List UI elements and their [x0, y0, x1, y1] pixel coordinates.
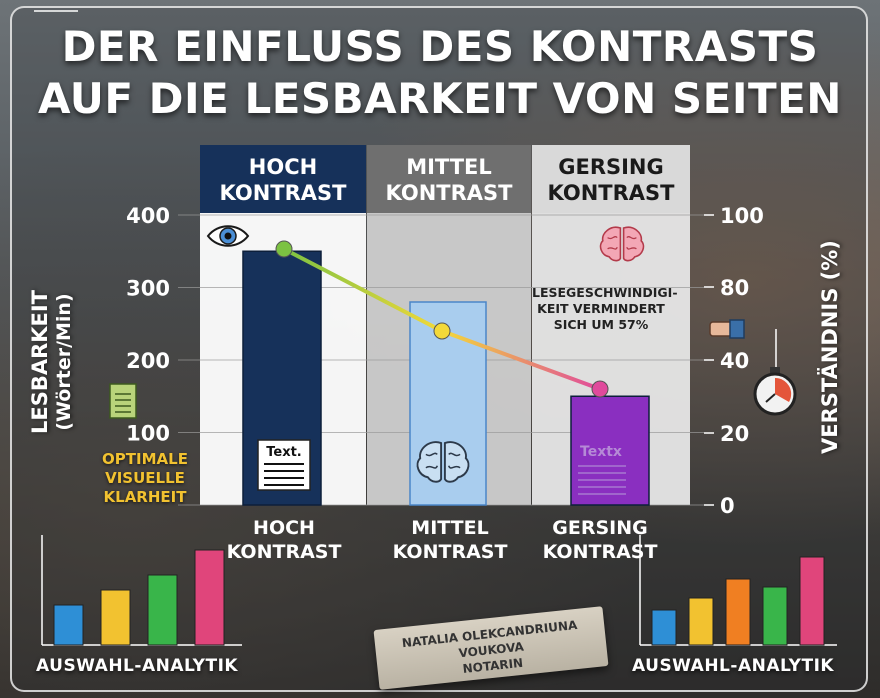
optimal-note-line3: KLARHEIT [103, 488, 187, 506]
mini-bar [147, 574, 178, 646]
line-point [591, 380, 609, 398]
x-label-line1: HOCH [253, 517, 315, 539]
axis-ticks: 100 200 300 400 0 20 40 80 100 [126, 204, 764, 518]
x-label-line1: GERSING [552, 517, 647, 539]
y-left-tick: 400 [126, 204, 170, 228]
annotation-line1: LESEGESCHWINDIGI- [532, 285, 678, 300]
y-axis-right-title: VERSTÄNDNIS (%) [818, 240, 842, 454]
mini-bar [100, 589, 131, 646]
reduction-annotation: LESEGESCHWINDIGI- KEIT VERMINDERT SICH U… [532, 285, 678, 333]
document-icon [109, 383, 137, 419]
comprehension-line [275, 240, 609, 398]
analytics-minicharts [41, 535, 837, 646]
y-left-tick: 100 [126, 422, 170, 446]
column-header-bg [532, 145, 690, 213]
analytics-label-left: AUSWAHL-ANALYTIK [36, 656, 239, 676]
mini-bar [53, 604, 84, 646]
mini-bar [799, 556, 825, 646]
brain-right [622, 226, 645, 262]
mini-bar [651, 609, 677, 646]
faded-text-label: Textx [580, 444, 622, 460]
page-title-line1: DER EINFLUSS DES KONTRASTS [61, 22, 819, 71]
line-point [275, 240, 293, 258]
y-right-tick: 0 [720, 494, 735, 518]
x-label-line1: MITTEL [411, 517, 488, 539]
mini-bar [688, 597, 714, 646]
eye-pupil [224, 232, 232, 240]
annotation-line2: KEIT VERMINDERT [537, 301, 665, 316]
icons [34, 10, 797, 419]
eye-icon [206, 225, 250, 247]
column-header-line2: KONTRAST [220, 181, 348, 205]
y-left-tick: 200 [126, 349, 170, 373]
brain-left [416, 441, 443, 483]
optimal-note-line1: OPTIMALE [102, 450, 188, 468]
stopwatch-button [770, 367, 780, 373]
bar-decorations: Text. Textx [257, 439, 626, 495]
column-header-line1: GERSING [558, 155, 664, 179]
optimal-clarity-note: OPTIMALE VISUELLE KLARHEIT [86, 450, 204, 507]
brain-icon [416, 441, 470, 483]
pointing-hand-icon [709, 319, 745, 339]
y-axis-left-title-line1: LESBARKEIT [28, 289, 52, 435]
stopwatch-hand [765, 393, 776, 403]
brain-folds [607, 236, 637, 250]
hand-palm [709, 321, 733, 337]
column-header-line2: KONTRAST [386, 181, 514, 205]
stopwatch-segment [775, 377, 792, 402]
analytics-label-right: AUSWAHL-ANALYTIK [632, 656, 835, 676]
y-axis-left-title: LESBARKEIT (Wörter/Min) [28, 262, 76, 462]
analytics-minichart-left [41, 535, 242, 646]
brain-right [443, 441, 470, 483]
document-sheet [109, 383, 137, 419]
column-header-bg [367, 145, 531, 213]
mini-bar [762, 586, 788, 646]
y-axis-left-title-line2: (Wörter/Min) [53, 293, 75, 431]
column-header-line2: KONTRAST [548, 181, 676, 205]
line-point [433, 322, 451, 340]
y-left-tick: 300 [126, 277, 170, 301]
column-header-line1: HOCH [249, 155, 317, 179]
optimal-note-line2: VISUELLE [105, 469, 185, 487]
y-right-tick: 100 [720, 204, 764, 228]
stopwatch-icon [753, 367, 797, 416]
brain-folds [425, 452, 461, 469]
brain-icon-pink [599, 226, 645, 262]
brain-left [599, 226, 622, 262]
y-right-tick: 40 [720, 349, 749, 373]
x-axis-labels: HOCHKONTRASTMITTELKONTRASTGERSINGKONTRAS… [227, 517, 658, 563]
x-label-line2: KONTRAST [393, 541, 508, 563]
y-right-tick: 80 [720, 276, 749, 300]
y-right-tick: 20 [720, 422, 749, 446]
mini-bar [194, 549, 225, 646]
page-title-line2: AUF DIE LESBARKEIT VON SEITEN [38, 74, 842, 123]
column-header-line1: MITTEL [406, 155, 492, 179]
column-header-bg [200, 145, 366, 213]
analytics-minichart-right [639, 535, 837, 646]
x-label-line2: KONTRAST [543, 541, 658, 563]
text-card-label: Text. [266, 445, 302, 460]
hand-sleeve [729, 319, 745, 339]
mini-bar [725, 578, 751, 646]
x-label-line2: KONTRAST [227, 541, 342, 563]
column-headers: HOCHKONTRASTMITTELKONTRASTGERSINGKONTRAS… [200, 145, 690, 213]
annotation-line3: SICH UM 57% [553, 317, 649, 332]
